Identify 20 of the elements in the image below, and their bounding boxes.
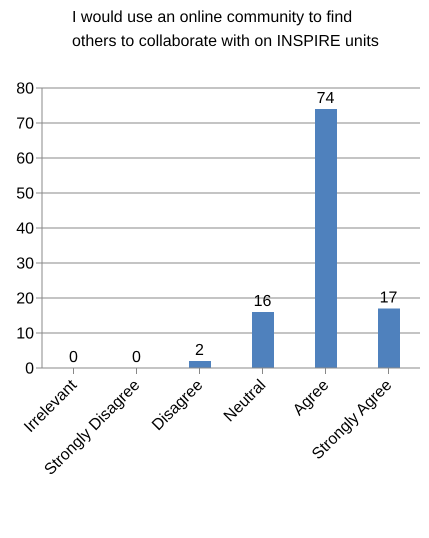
y-tick-label: 20 xyxy=(16,290,34,308)
bar xyxy=(315,109,337,368)
y-tick-label: 30 xyxy=(16,256,34,273)
bar xyxy=(252,312,274,368)
y-tick-label: 60 xyxy=(16,150,34,168)
y-tick-label: 0 xyxy=(25,360,34,378)
y-tick-label: 50 xyxy=(16,186,34,203)
y-tick-label: 40 xyxy=(16,220,34,238)
data-label: 16 xyxy=(254,293,272,310)
data-label: 74 xyxy=(316,90,334,107)
data-label: 17 xyxy=(380,290,398,306)
chart-title: I would use an online community to find others to collaborate with on INSPIRE units xyxy=(72,8,380,52)
data-label: 0 xyxy=(132,349,142,366)
y-tick-label: 70 xyxy=(16,116,34,133)
data-label: 0 xyxy=(69,349,78,366)
y-tick-label: 10 xyxy=(16,326,34,343)
data-label: 2 xyxy=(195,342,204,359)
bar xyxy=(189,361,211,368)
bar xyxy=(378,308,400,368)
y-tick-label: 80 xyxy=(16,80,34,98)
